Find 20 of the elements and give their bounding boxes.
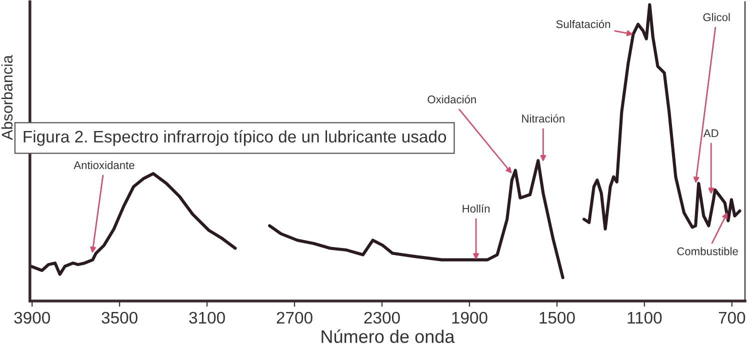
annotation: Sulfatación bbox=[556, 20, 610, 28]
y-axis-title: Absorbancia bbox=[1, 55, 13, 140]
annotation: Glicol bbox=[703, 13, 730, 22]
x-tick-label: 1500 bbox=[540, 312, 575, 324]
x-tick-label: 1900 bbox=[452, 312, 488, 324]
x-tick-label: 3500 bbox=[102, 312, 138, 324]
annotation: AD bbox=[703, 129, 718, 138]
annotation: Combustible bbox=[677, 247, 738, 256]
annotation: Oxidación bbox=[428, 95, 476, 104]
x-tick-label: 3100 bbox=[189, 312, 225, 324]
x-tick-label: 700 bbox=[718, 312, 746, 324]
x-tick-label: 1100 bbox=[628, 312, 662, 324]
x-tick-label: 2700 bbox=[276, 312, 312, 324]
annotation: Antioxidante bbox=[74, 160, 134, 170]
annotation: Nitración bbox=[522, 114, 564, 123]
x-tick-label: 3900 bbox=[14, 312, 50, 324]
x-tick-label: 2300 bbox=[364, 312, 400, 324]
x-axis-title: Número de onda bbox=[322, 330, 455, 343]
annotation: Hollín bbox=[462, 204, 490, 213]
text: Figura 2. Espectro infrarrojo típico de un lubricante usado bbox=[24, 130, 446, 146]
